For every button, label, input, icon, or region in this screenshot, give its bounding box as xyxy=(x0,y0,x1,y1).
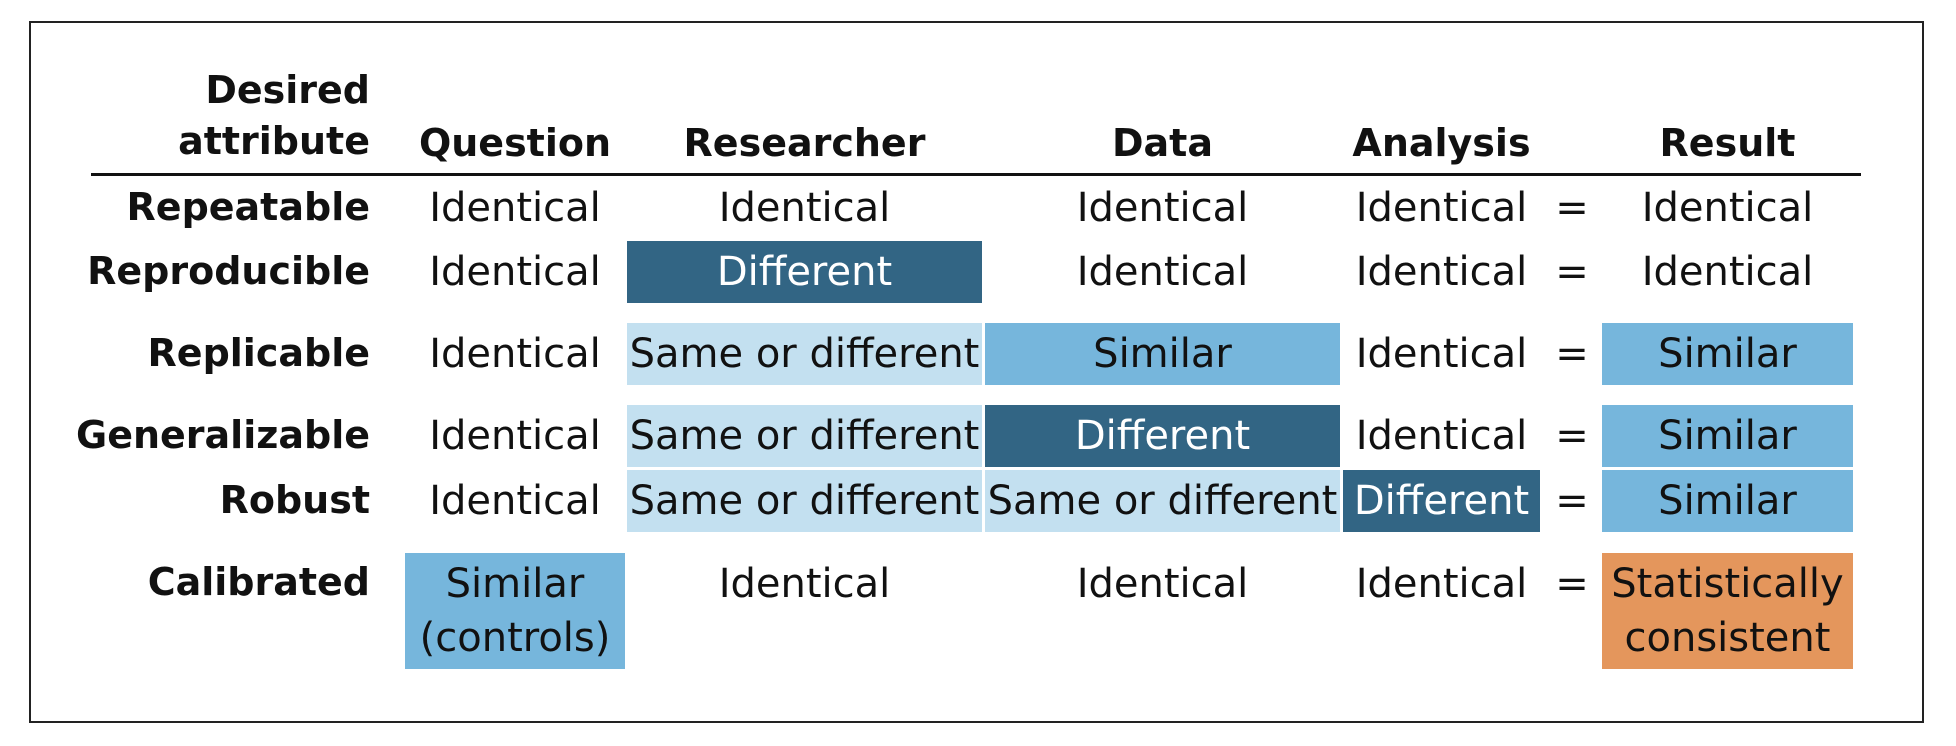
cell-reproducible-data: Identical xyxy=(1076,249,1249,295)
cell-calibrated-question: Similar (controls) xyxy=(405,553,625,669)
cell-repeatable-result: Identical xyxy=(1641,185,1814,231)
cell-repeatable-data: Identical xyxy=(1076,185,1249,231)
cell-robust-researcher: Same or different xyxy=(627,470,982,532)
equals-sign: = xyxy=(1555,331,1589,377)
equals-sign: = xyxy=(1555,249,1589,295)
header-desired-attribute: Desired attribute xyxy=(178,67,370,163)
header-researcher: Researcher xyxy=(683,121,926,166)
cell-robust-question: Identical xyxy=(429,478,601,524)
cell-calibrated-analysis: Identical xyxy=(1355,561,1528,607)
cell-repeatable-analysis: Identical xyxy=(1355,185,1528,231)
row-label-replicable: Replicable xyxy=(147,331,370,376)
cell-calibrated-result: Statistically consistent xyxy=(1602,553,1853,669)
cell-calibrated-researcher: Identical xyxy=(718,561,891,607)
row-label-robust: Robust xyxy=(219,478,370,523)
cell-generalizable-question: Identical xyxy=(429,413,601,459)
equals-sign: = xyxy=(1555,561,1589,607)
cell-reproducible-result: Identical xyxy=(1641,249,1814,295)
row-label-repeatable: Repeatable xyxy=(126,185,370,230)
cell-replicable-question: Identical xyxy=(429,331,601,377)
equals-sign: = xyxy=(1555,413,1589,459)
row-label-reproducible: Reproducible xyxy=(87,249,370,294)
header-result: Result xyxy=(1659,121,1796,166)
equals-sign: = xyxy=(1555,478,1589,524)
header-question: Question xyxy=(418,121,612,166)
cell-reproducible-researcher: Different xyxy=(627,241,982,303)
header-rule xyxy=(91,173,1861,176)
cell-calibrated-data: Identical xyxy=(1076,561,1249,607)
cell-replicable-researcher: Same or different xyxy=(627,323,982,385)
row-label-calibrated: Calibrated xyxy=(147,560,370,604)
header-data: Data xyxy=(1112,121,1213,166)
cell-reproducible-question: Identical xyxy=(429,249,601,295)
cell-robust-data: Same or different xyxy=(985,470,1340,532)
header-analysis: Analysis xyxy=(1352,121,1531,166)
row-label-generalizable: Generalizable xyxy=(76,413,370,458)
cell-generalizable-data: Different xyxy=(985,405,1340,467)
cell-robust-result: Similar xyxy=(1602,470,1853,532)
figure-frame xyxy=(29,21,1924,723)
cell-replicable-data: Similar xyxy=(985,323,1340,385)
cell-generalizable-researcher: Same or different xyxy=(627,405,982,467)
equals-sign: = xyxy=(1555,185,1589,231)
cell-repeatable-question: Identical xyxy=(429,185,601,231)
cell-replicable-result: Similar xyxy=(1602,323,1853,385)
cell-generalizable-result: Similar xyxy=(1602,405,1853,467)
cell-reproducible-analysis: Identical xyxy=(1355,249,1528,295)
cell-generalizable-analysis: Identical xyxy=(1355,413,1528,459)
cell-robust-analysis: Different xyxy=(1343,470,1540,532)
cell-replicable-analysis: Identical xyxy=(1355,331,1528,377)
cell-repeatable-researcher: Identical xyxy=(718,185,891,231)
